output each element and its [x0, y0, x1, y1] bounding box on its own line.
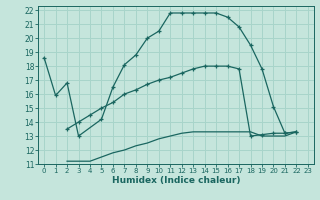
- X-axis label: Humidex (Indice chaleur): Humidex (Indice chaleur): [112, 176, 240, 185]
